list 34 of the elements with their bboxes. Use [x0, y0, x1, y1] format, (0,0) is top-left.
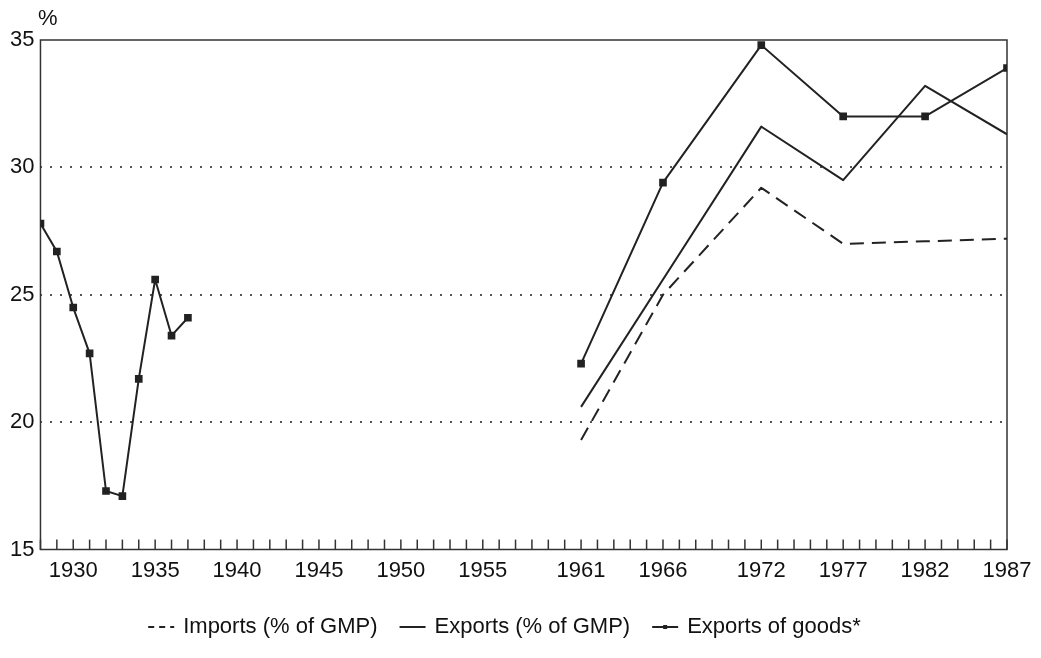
y-tick-label: 20 — [9, 408, 35, 434]
point — [134, 375, 143, 383]
x-tick-label: 1987 — [982, 556, 1032, 582]
x-tick-label: 1930 — [48, 556, 98, 582]
legend-label: Exports of goods* — [687, 613, 862, 639]
x-tick-label: 1940 — [212, 556, 262, 582]
point — [69, 303, 78, 312]
x-tick-label: 1966 — [638, 556, 688, 582]
point — [921, 112, 929, 121]
x-tick-label: 1961 — [556, 556, 606, 582]
x-tick-label: 1950 — [376, 556, 426, 582]
x-tick-label: 1972 — [736, 556, 786, 582]
point — [659, 178, 667, 187]
x-tick-label: 1977 — [818, 556, 868, 582]
point — [118, 492, 127, 500]
point — [577, 359, 585, 368]
legend-label: Imports (% of GMP) — [183, 613, 378, 639]
point — [839, 112, 848, 121]
x-tick-label: 1945 — [294, 556, 344, 582]
point — [53, 247, 61, 256]
y-tick-label: 35 — [9, 26, 35, 52]
line-series — [580, 186, 1007, 442]
point — [757, 41, 766, 49]
y-tick-label: 25 — [9, 280, 35, 306]
point — [151, 275, 159, 284]
y-tick-label: 15 — [9, 535, 35, 561]
legend-label: Exports (% of GMP) — [434, 613, 631, 639]
x-tick-label: 1955 — [458, 556, 508, 582]
y-axis-title: % — [38, 5, 58, 31]
y-tick-label: 30 — [9, 153, 35, 179]
point — [102, 487, 110, 495]
x-tick-label: 1982 — [900, 556, 950, 582]
x-tick-label: 1935 — [130, 556, 180, 582]
point — [184, 313, 192, 322]
